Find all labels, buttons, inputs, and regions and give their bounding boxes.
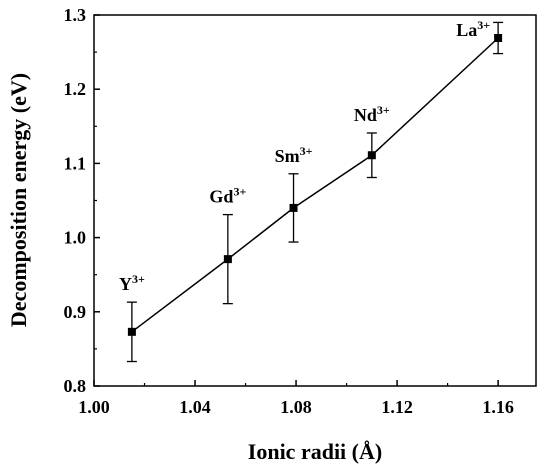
y-axis-title: Decomposition energy (eV) [6,73,31,327]
y-tick-label: 0.8 [64,376,87,396]
x-tick-label: 1.16 [482,397,514,417]
data-point-label: Gd3+ [209,185,246,207]
data-point-marker [367,151,376,160]
x-tick-label: 1.08 [280,397,312,417]
x-axis-title: Ionic radii (Å) [248,439,382,464]
data-series: Y3+ Gd3+ Sm3+ Nd3+ La3+ [119,18,504,363]
data-point-label: Nd3+ [354,103,390,125]
x-tick-label: 1.04 [179,397,211,417]
y-tick-label: 1.1 [64,153,87,173]
y-tick-label: 1.0 [64,228,87,248]
data-point-label: Y3+ [119,272,145,294]
data-point-label: La3+ [456,18,490,40]
data-point-marker [223,255,232,264]
plot-frame [93,14,537,387]
data-point-marker [127,327,136,336]
x-tick-label: 1.12 [381,397,413,417]
y-tick-label: 1.3 [64,5,87,25]
y-tick-label: 1.2 [64,79,87,99]
data-point-label: Sm3+ [275,144,313,166]
data-point-marker [494,34,503,43]
x-tick-label: 1.00 [78,397,110,417]
y-axis: 0.8 0.9 1.0 1.1 1.2 1.3 [64,5,100,396]
data-point-marker [289,203,298,212]
plot-area [93,14,537,387]
x-axis: 1.00 1.04 1.08 1.12 1.16 [78,380,514,417]
y-tick-label: 0.9 [64,302,87,322]
series-line [131,37,499,333]
